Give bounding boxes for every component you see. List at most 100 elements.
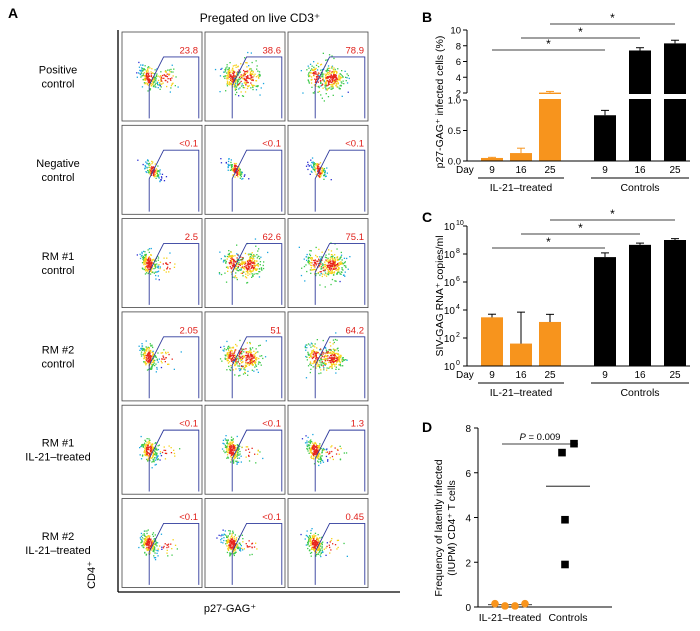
event-dot <box>164 449 167 452</box>
event-dot <box>163 74 166 76</box>
event-dot <box>251 276 253 278</box>
event-dot <box>310 267 312 269</box>
event-dot <box>252 256 255 258</box>
significance-star: * <box>546 235 551 249</box>
event-dot <box>234 449 236 451</box>
event-dot <box>231 347 233 349</box>
event-dot <box>152 169 154 172</box>
event-dot <box>139 257 142 260</box>
event-dot <box>234 168 236 170</box>
event-dot <box>232 258 234 260</box>
event-dot <box>326 367 328 369</box>
event-dot <box>243 548 245 550</box>
event-dot <box>148 453 151 455</box>
event-dot <box>164 543 166 545</box>
event-dot <box>237 176 239 178</box>
event-dot <box>229 443 232 445</box>
group-name-label: IL-21–treated <box>490 182 553 194</box>
event-dot <box>159 545 161 547</box>
event-dot <box>150 443 152 445</box>
event-dot <box>333 74 336 76</box>
event-dot <box>234 549 237 551</box>
panel-d-ylabel-line1: Frequency of latently infected <box>433 459 445 596</box>
event-dot <box>160 533 163 535</box>
event-dot <box>230 459 233 461</box>
event-dot <box>222 439 225 441</box>
event-dot <box>251 543 253 545</box>
gate-outline <box>314 336 366 399</box>
event-dot <box>149 171 151 174</box>
event-dot <box>310 368 312 370</box>
event-dot <box>155 260 157 262</box>
event-dot <box>145 253 147 256</box>
event-dot <box>231 542 234 544</box>
event-dot <box>332 69 334 71</box>
event-dot <box>235 451 237 453</box>
event-dot <box>329 360 331 362</box>
event-dot <box>317 357 319 359</box>
event-dot <box>233 550 235 552</box>
event-dot <box>231 268 233 270</box>
event-dot <box>227 71 229 73</box>
event-dot <box>148 268 150 271</box>
event-dot <box>317 456 319 458</box>
event-dot <box>151 445 153 447</box>
event-dot <box>149 449 151 451</box>
event-dot <box>311 544 314 546</box>
event-dot <box>230 257 232 259</box>
event-dot <box>254 357 256 359</box>
event-dot <box>149 450 152 452</box>
event-dot <box>147 249 149 251</box>
event-dot <box>324 354 326 356</box>
event-dot <box>333 70 335 73</box>
event-dot <box>259 261 262 263</box>
event-dot <box>146 353 149 355</box>
event-dot <box>245 364 247 367</box>
axis-break-gap <box>460 94 690 99</box>
event-dot <box>319 77 321 79</box>
event-dot <box>166 544 168 546</box>
bar <box>510 153 532 161</box>
event-dot <box>151 167 153 169</box>
event-dot <box>153 73 155 75</box>
y-tick-label: 4 <box>456 73 461 84</box>
event-dot <box>320 261 322 263</box>
event-dot <box>312 442 314 444</box>
event-dot <box>221 537 223 540</box>
event-dot <box>317 553 319 555</box>
event-dot <box>151 365 153 367</box>
event-dot <box>222 261 225 263</box>
event-dot <box>253 370 255 372</box>
event-dot <box>330 242 332 244</box>
event-dot <box>250 75 252 77</box>
event-dot <box>144 351 146 354</box>
event-dot <box>252 79 254 82</box>
event-dot <box>231 68 234 70</box>
event-dot <box>165 271 167 273</box>
event-dot <box>341 263 343 265</box>
event-dot <box>250 271 252 273</box>
event-dot <box>142 73 145 75</box>
event-dot <box>312 536 314 538</box>
event-dot <box>326 352 328 354</box>
event-dot <box>138 66 141 68</box>
event-dot <box>341 268 343 270</box>
event-dot <box>147 457 150 459</box>
event-dot <box>341 70 343 72</box>
event-dot <box>231 169 234 171</box>
event-dot <box>141 256 144 258</box>
event-dot <box>331 85 333 87</box>
event-dot <box>237 84 239 86</box>
event-dot <box>251 266 253 268</box>
event-dot <box>322 80 325 82</box>
y-tick-label: 8 <box>465 424 471 435</box>
event-dot <box>227 353 229 355</box>
event-dot <box>314 266 316 268</box>
event-dot <box>251 265 254 267</box>
event-dot <box>231 539 233 541</box>
event-dot <box>311 259 313 261</box>
event-dot <box>227 160 230 163</box>
event-dot <box>150 542 153 544</box>
event-dot <box>316 541 318 543</box>
event-dot <box>157 455 159 457</box>
